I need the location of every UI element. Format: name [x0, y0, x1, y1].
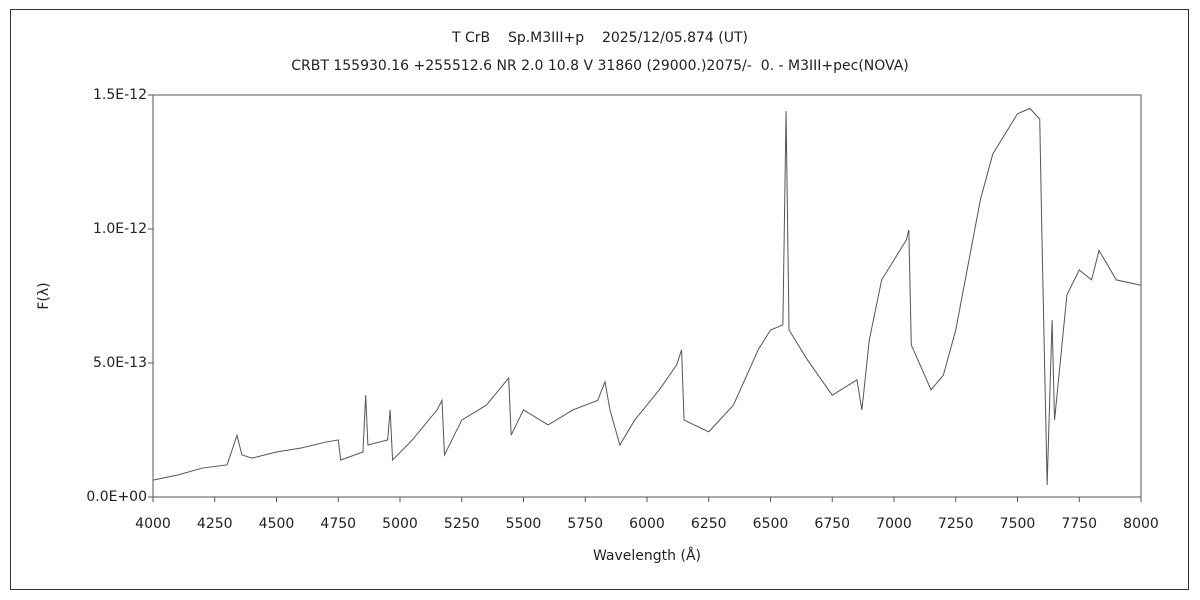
x-tick-label: 4000 — [135, 516, 171, 532]
x-tick-label: 7000 — [876, 516, 912, 532]
chart-frame — [10, 9, 1189, 590]
spectrum-line — [152, 107, 1142, 485]
x-tick-label: 8000 — [1123, 516, 1159, 532]
y-tick-label: 1.5E-12 — [93, 87, 147, 103]
x-tick-label: 4250 — [197, 516, 233, 532]
chart-title: T CrB Sp.M3III+p 2025/12/05.874 (UT) — [451, 30, 748, 46]
x-tick-label: 4500 — [259, 516, 295, 532]
x-tick-label: 5000 — [382, 516, 418, 532]
x-tick-label: 5250 — [444, 516, 480, 532]
x-tick-label: 5750 — [567, 516, 603, 532]
x-tick-label: 7500 — [1000, 516, 1036, 532]
x-tick-label: 6750 — [814, 516, 850, 532]
y-tick-label: 5.0E-13 — [93, 355, 147, 371]
x-axis-label: Wavelength (Å) — [593, 547, 701, 564]
x-tick-label: 7250 — [938, 516, 974, 532]
y-tick-label: 1.0E-12 — [93, 221, 147, 237]
x-tick-label: 6250 — [691, 516, 727, 532]
chart-subtitle: CRBT 155930.16 +255512.6 NR 2.0 10.8 V 3… — [291, 58, 909, 74]
x-tick-label: 6000 — [629, 516, 665, 532]
x-tick-label: 4750 — [320, 516, 356, 532]
x-tick-label: 7750 — [1061, 516, 1097, 532]
x-tick-label: 5500 — [506, 516, 542, 532]
y-tick-label: 0.0E+00 — [86, 489, 147, 505]
y-axis-label: F(λ) — [36, 282, 52, 309]
x-tick-label: 6500 — [753, 516, 789, 532]
